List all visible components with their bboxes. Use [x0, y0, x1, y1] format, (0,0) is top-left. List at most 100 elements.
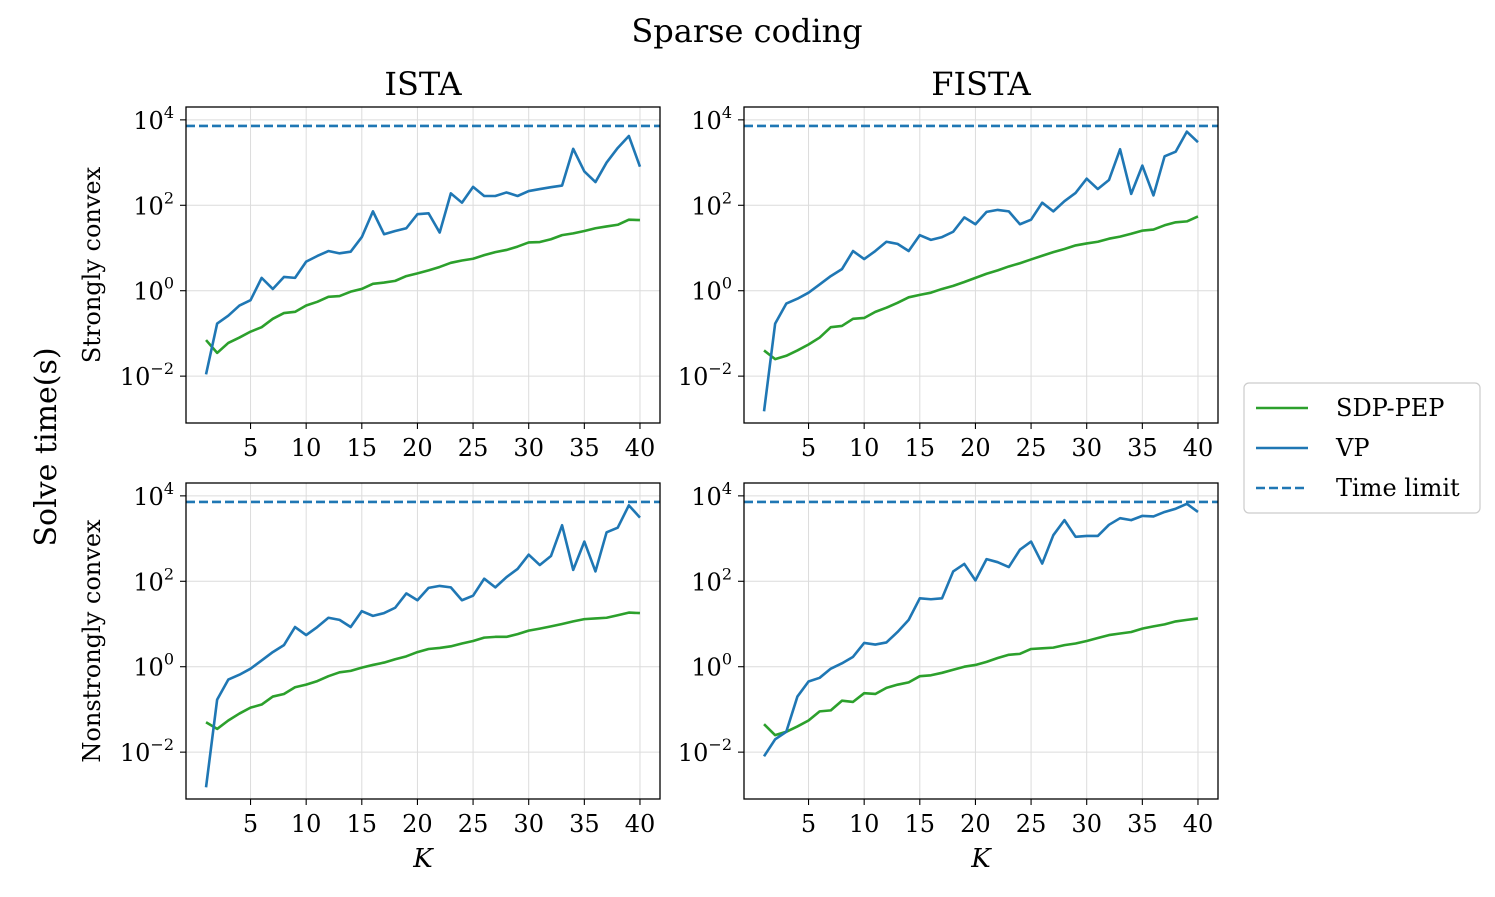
legend-label: SDP-PEP	[1336, 394, 1444, 422]
y-tick-label: 10−2	[120, 359, 174, 391]
x-tick-label: 15	[347, 434, 378, 462]
x-tick-label: 35	[1127, 434, 1158, 462]
y-tick-label: 10−2	[120, 735, 174, 767]
y-tick-label: 102	[133, 188, 174, 220]
x-axis-label: K	[970, 844, 992, 874]
x-tick-label: 15	[905, 434, 936, 462]
y-tick-exponent: 0	[722, 650, 732, 669]
axes-frame	[185, 106, 661, 424]
x-tick-label: 35	[569, 810, 600, 838]
y-tick-label: 100	[133, 274, 174, 306]
series-line-sdp	[205, 611, 641, 731]
y-tick-exponent: 2	[164, 564, 174, 583]
legend-label: VP	[1335, 434, 1369, 462]
x-tick-label: 25	[1016, 810, 1047, 838]
y-tick-label: 102	[691, 564, 732, 596]
y-tick-base: 10	[133, 483, 164, 511]
x-tick-label: 5	[243, 810, 258, 838]
x-tick-label: 20	[402, 810, 433, 838]
x-tick-label: 5	[243, 434, 258, 462]
y-tick-label: 10−2	[678, 359, 732, 391]
y-tick-base: 10	[133, 107, 164, 135]
series-line-vp	[204, 134, 642, 375]
y-tick-exponent: 0	[722, 274, 732, 293]
x-tick-label: 35	[1127, 810, 1158, 838]
y-tick-base: 10	[120, 739, 151, 767]
x-tick-label: 5	[801, 810, 816, 838]
row-label: Nonstrongly convex	[78, 519, 106, 763]
subplot-grid: 5 10 15 20 25 30 35 4010−2100102104ISTAStrongly…	[78, 65, 1219, 874]
y-tick-exponent: 2	[722, 188, 732, 207]
series-line-vp	[204, 504, 641, 788]
x-tick-label: 30	[513, 434, 544, 462]
figure-title: Sparse coding	[631, 12, 862, 50]
y-tick-exponent: 0	[164, 274, 174, 293]
legend-label: Time limit	[1336, 474, 1460, 502]
y-tick-base: 10	[678, 739, 709, 767]
y-tick-label: 102	[691, 188, 732, 220]
y-tick-label: 104	[133, 103, 174, 135]
y-tick-label: 102	[133, 564, 174, 596]
y-tick-exponent: −2	[708, 359, 732, 378]
y-tick-base: 10	[691, 278, 722, 306]
y-tick-label: 10−2	[678, 735, 732, 767]
panel-title: ISTA	[384, 65, 462, 103]
x-tick-label: 25	[458, 434, 489, 462]
axes-frame	[185, 482, 661, 800]
legend: SDP-PEP VP Time limit	[1243, 382, 1481, 514]
axes-frame	[743, 106, 1219, 424]
y-tick-base: 10	[120, 363, 151, 391]
y-tick-label: 104	[691, 103, 732, 135]
x-tick-label: 40	[625, 434, 656, 462]
x-tick-label: 30	[1071, 810, 1102, 838]
x-tick-label: 25	[1016, 434, 1047, 462]
y-tick-base: 10	[133, 278, 164, 306]
y-tick-exponent: 2	[164, 188, 174, 207]
y-tick-label: 100	[691, 274, 732, 306]
series-line-sdp	[205, 218, 641, 355]
x-tick-label: 40	[1183, 434, 1214, 462]
y-tick-base: 10	[691, 568, 722, 596]
y-tick-base: 10	[678, 363, 709, 391]
x-tick-label: 40	[625, 810, 656, 838]
legend-frame	[1243, 382, 1481, 514]
x-tick-label: 30	[1071, 434, 1102, 462]
x-tick-label: 10	[291, 434, 322, 462]
series-line-vp	[762, 130, 1199, 412]
x-tick-label: 30	[513, 810, 544, 838]
y-tick-label: 100	[691, 650, 732, 682]
subplot-ista-nonstrong: 5 10 15 20 25 30 35 4010−2100102104Nonstrongly …	[78, 479, 661, 874]
x-tick-label: 10	[291, 810, 322, 838]
x-tick-label: 15	[905, 810, 936, 838]
y-tick-base: 10	[691, 107, 722, 135]
y-tick-exponent: −2	[708, 735, 732, 754]
x-tick-label: 20	[960, 434, 991, 462]
x-tick-label: 25	[458, 810, 489, 838]
y-tick-exponent: 4	[722, 479, 732, 498]
x-tick-label: 15	[347, 810, 378, 838]
axes-frame	[743, 482, 1219, 800]
series-line-vp	[762, 502, 1199, 758]
y-tick-label: 100	[133, 650, 174, 682]
x-tick-label: 20	[402, 434, 433, 462]
x-tick-label: 5	[801, 434, 816, 462]
y-tick-exponent: 4	[722, 103, 732, 122]
x-axis-label: K	[412, 844, 434, 874]
y-tick-label: 104	[133, 479, 174, 511]
y-tick-base: 10	[691, 654, 722, 682]
x-tick-label: 35	[569, 434, 600, 462]
y-tick-label: 104	[691, 479, 732, 511]
y-tick-exponent: 4	[164, 103, 174, 122]
x-tick-label: 10	[849, 810, 880, 838]
subplot-ista-strong: 5 10 15 20 25 30 35 4010−2100102104ISTAStrongly…	[78, 65, 661, 462]
y-tick-base: 10	[691, 483, 722, 511]
y-tick-exponent: 0	[164, 650, 174, 669]
y-tick-base: 10	[133, 568, 164, 596]
x-tick-label: 10	[849, 434, 880, 462]
y-tick-exponent: 2	[722, 564, 732, 583]
series-line-sdp	[763, 617, 1199, 737]
y-tick-base: 10	[133, 654, 164, 682]
